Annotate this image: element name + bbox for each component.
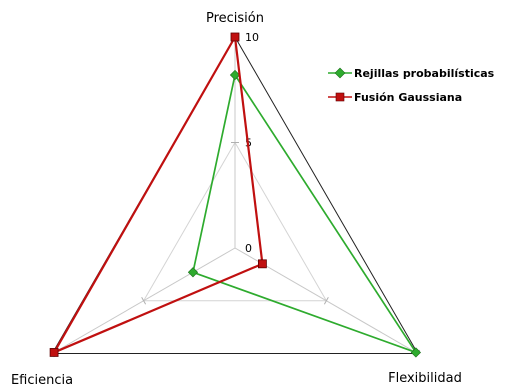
grid-ring-mid [142,141,328,302]
legend-label: Fusión Gaussiana [354,91,462,104]
axis-title-flexibility: Flexibilidad [388,371,462,386]
axis-lines [49,36,421,358]
legend: Rejillas probabilísticas Fusión Gaussian… [328,67,495,104]
series [49,32,421,358]
legend-marker-diamond [334,67,346,79]
tick-label: 10 [245,31,259,44]
data-point-diamond [187,267,199,278]
series-line [51,33,264,355]
legend-marker-square [335,92,345,102]
data-point-square [49,348,59,357]
data-point-diamond [410,347,421,358]
axis-tick [141,297,147,305]
legend-item-series-1: Rejillas probabilísticas [328,67,495,80]
axis-title-precision: Precisión [206,11,264,26]
series-2 [49,32,267,357]
series-line [191,72,418,355]
data-point-square [230,32,240,42]
data-point-diamond [229,69,241,81]
axis-titles: Precisión Flexibilidad Eficiencia [11,11,462,387]
axis-tick [323,297,329,305]
data-point-square [258,259,267,269]
legend-label: Rejillas probabilísticas [354,67,495,80]
tick-label: 0 [245,242,252,255]
series-1 [187,69,421,358]
legend-item-series-2: Fusión Gaussiana [328,91,462,104]
axis-title-efficiency: Eficiencia [11,373,73,387]
grid [142,141,328,302]
